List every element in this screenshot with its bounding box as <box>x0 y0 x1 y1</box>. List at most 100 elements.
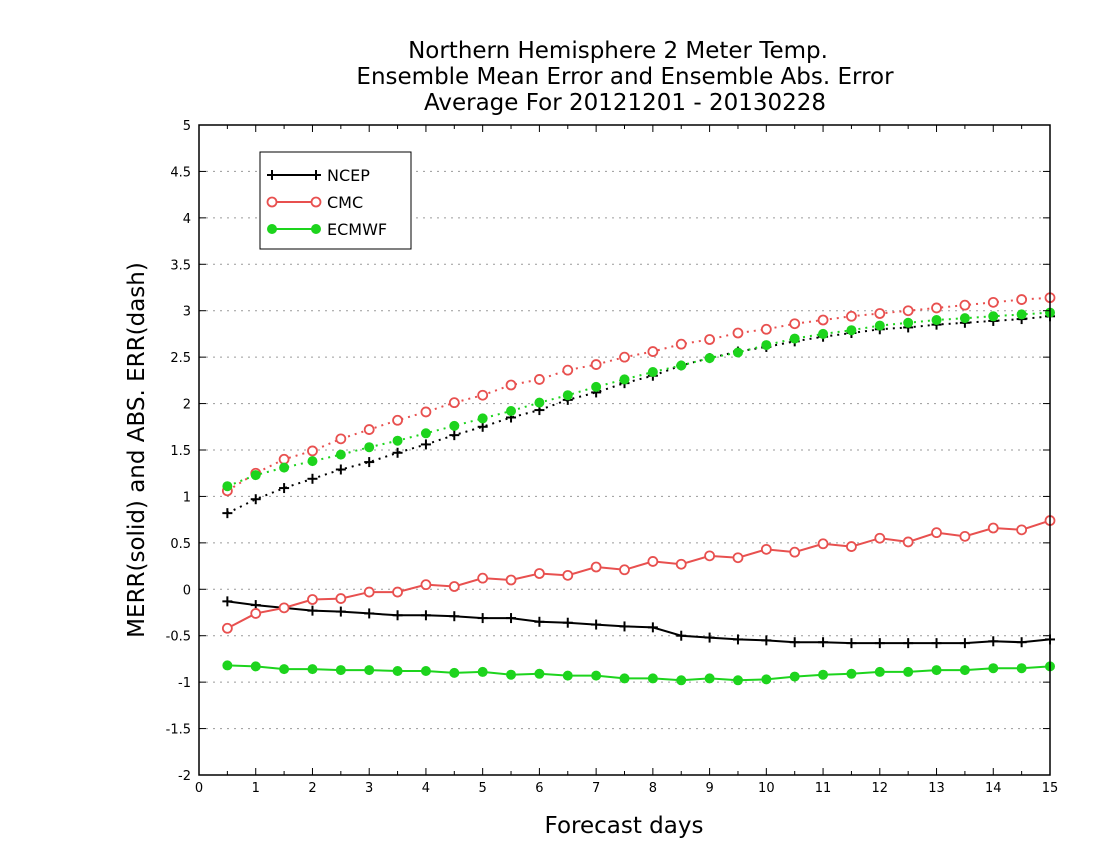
cmc-mean-error-point <box>760 543 772 555</box>
y-tick-label: 1.5 <box>170 444 191 459</box>
ecmwf-abs-error-point <box>874 320 885 331</box>
ecmwf-abs-error-point <box>647 367 658 377</box>
ncep-mean-error-point <box>307 605 318 616</box>
cmc-abs-error-point <box>959 299 971 311</box>
cmc-mean-error-point <box>477 572 489 584</box>
ncep-mean-error-point <box>477 613 488 624</box>
y-tick-label: 0 <box>183 583 191 598</box>
ncep-abs-error-point <box>279 483 290 494</box>
y-tick-label: 0.5 <box>170 537 191 552</box>
cmc-abs-error-point <box>902 305 914 317</box>
cmc-mean-error-point <box>590 561 602 573</box>
cmc-abs-error-point <box>619 351 630 363</box>
legend-marker-ncep-start <box>267 170 277 180</box>
legend-marker-cmc-start <box>266 196 278 208</box>
ecmwf-mean-error-point <box>222 660 233 671</box>
ecmwf-mean-error-point <box>846 668 857 679</box>
y-tick-label: 2 <box>183 398 191 413</box>
ncep-abs-error-line <box>226 315 1051 515</box>
ecmwf-mean-error-point <box>761 674 772 685</box>
ncep-abs-error-point <box>222 508 233 519</box>
cmc-mean-error-point <box>987 522 999 534</box>
grid <box>199 170 1050 730</box>
cmc-mean-error-point <box>363 586 375 598</box>
cmc-mean-error-point <box>846 541 857 552</box>
ecmwf-abs-error-point <box>222 481 233 492</box>
ecmwf-mean-error-point <box>732 675 743 686</box>
ecmwf-mean-error-point <box>250 661 261 672</box>
ncep-mean-error-point <box>761 635 772 646</box>
x-tick-label: 5 <box>479 781 487 796</box>
ecmwf-mean-error-point <box>335 665 346 676</box>
cmc-mean-error-point <box>732 552 744 564</box>
x-tick-label: 10 <box>758 781 775 796</box>
cmc-abs-error-line <box>226 296 1051 492</box>
ncep-mean-error-point <box>676 630 687 641</box>
ncep-mean-error-line <box>227 600 1051 645</box>
cmc-mean-error-point <box>1016 524 1028 536</box>
ecmwf-abs-error-point <box>562 390 573 401</box>
ecmwf-abs-error-point <box>591 381 602 392</box>
x-tick-label: 15 <box>1042 781 1059 796</box>
ecmwf-mean-error-point <box>789 671 800 682</box>
ecmwf-mean-error-point <box>449 667 460 678</box>
cmc-abs-error-point <box>590 359 602 370</box>
y-tick-label: 2.5 <box>170 351 191 366</box>
ncep-mean-error-point <box>420 610 431 621</box>
ncep-mean-error-point <box>506 613 517 624</box>
cmc-abs-error-point <box>931 302 942 314</box>
ecmwf-abs-error-point <box>250 470 261 481</box>
axes: 0 1 2 3 4 5 6 7 8 9 10 11 12 13 14 15-2-1.5-1-0.500.511… <box>166 119 1059 796</box>
ecmwf-abs-error-point <box>534 397 545 408</box>
ecmwf-abs-error-point <box>392 435 403 446</box>
ecmwf-abs-error-point <box>619 374 630 385</box>
cmc-mean-error-point <box>789 546 801 558</box>
ecmwf-abs-error-point <box>903 317 914 328</box>
x-tick-label: 12 <box>872 781 889 796</box>
ncep-mean-error-point <box>619 621 630 632</box>
x-tick-label: 14 <box>985 781 1002 796</box>
cmc-mean-error-point <box>307 594 318 605</box>
legend: NCEP CMC ECMWF <box>259 151 412 250</box>
y-tick-label: -1.5 <box>166 723 191 738</box>
ecmwf-abs-error-point <box>761 340 772 351</box>
x-tick-label: 8 <box>649 781 657 796</box>
ecmwf-mean-error-point <box>874 666 885 677</box>
cmc-mean-error-point <box>619 564 630 576</box>
ncep-abs-error-point <box>364 457 375 468</box>
cmc-abs-error-point <box>874 308 886 319</box>
ncep-abs-error-point <box>392 447 403 458</box>
ecmwf-abs-error-point <box>931 315 942 325</box>
y-tick-label: 4 <box>183 212 191 227</box>
ecmwf-mean-error-point <box>903 666 914 677</box>
ecmwf-mean-error-point <box>988 663 999 674</box>
cmc-abs-error-point <box>732 327 744 339</box>
legend-marker-ecmwf-end <box>311 224 321 234</box>
ncep-mean-error-point <box>449 611 460 622</box>
ncep-mean-error-point <box>591 619 602 630</box>
cmc-abs-error-point <box>505 379 517 391</box>
cmc-mean-error-point <box>704 550 715 562</box>
ncep-mean-error-point <box>534 616 545 627</box>
cmc-abs-error-point <box>420 406 432 418</box>
cmc-mean-error-point <box>420 579 432 591</box>
cmc-abs-error-point <box>335 433 347 445</box>
x-tick-label: 2 <box>308 781 316 796</box>
y-tick-label: 3.5 <box>170 258 191 273</box>
y-axis-label: MERR(solid) and ABS. ERR(dash) <box>124 262 150 638</box>
ncep-abs-error-point <box>250 494 261 505</box>
ecmwf-abs-error-line <box>227 311 1051 488</box>
legend-marker-cmc-end <box>310 196 322 208</box>
ecmwf-abs-error-point <box>789 333 800 344</box>
ncep-mean-error-point <box>959 638 970 649</box>
x-tick-label: 9 <box>705 781 713 796</box>
cmc-abs-error-point <box>760 323 772 335</box>
ecmwf-abs-error-point <box>420 428 431 439</box>
ncep-abs-error-point <box>307 473 318 484</box>
y-tick-label: 5 <box>183 119 191 134</box>
ncep-mean-error-point <box>364 608 375 619</box>
ncep-mean-error-point <box>222 596 233 607</box>
x-axis-label: Forecast days <box>545 813 704 839</box>
cmc-abs-error-point <box>392 414 403 426</box>
ncep-mean-error-point <box>818 637 829 648</box>
